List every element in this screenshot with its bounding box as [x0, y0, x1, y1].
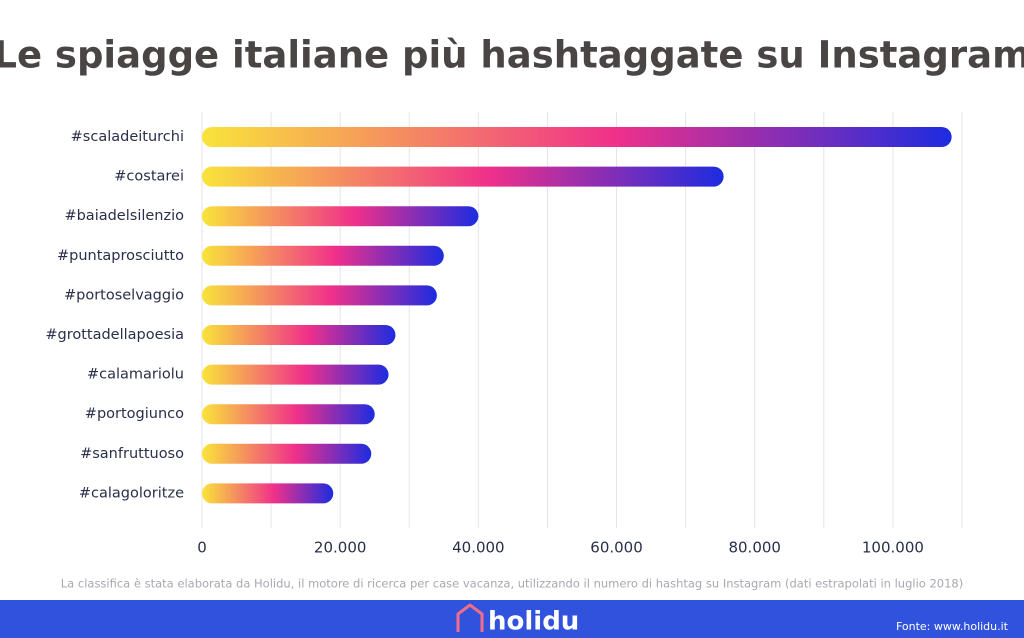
y-tick-label: #scaladeiturchi	[71, 129, 184, 145]
bar	[202, 206, 479, 227]
bar	[202, 127, 952, 147]
y-tick-label: #sanfruttuoso	[80, 446, 184, 462]
bar	[202, 325, 396, 345]
brand: holidu	[488, 607, 579, 637]
footnote: La classifica è stata elaborata da Holid…	[61, 577, 963, 591]
x-tick-label: 60.000	[590, 539, 643, 557]
x-tick-label: 100.000	[862, 539, 924, 557]
y-tick-label: #baiadelsilenzio	[64, 208, 184, 224]
bar	[202, 285, 437, 306]
logo-icon	[456, 603, 484, 632]
x-tick-label: 40.000	[452, 539, 505, 557]
y-tick-label: #portogiunco	[85, 406, 184, 422]
y-tick-label: #calagoloritze	[79, 485, 184, 501]
x-tick-label: 80.000	[728, 539, 781, 557]
bar	[202, 443, 372, 464]
bar	[202, 404, 375, 425]
plot: 0 20.000 40.000 60.000 80.000 100.000 #scalade…	[45, 112, 963, 557]
y-tick-label: #grottadellapoesia	[45, 327, 184, 343]
bar	[202, 245, 444, 266]
y-tick-label: #portoselvaggio	[64, 287, 184, 303]
x-tick-label: 0	[197, 539, 207, 557]
source: Fonte: www.holidu.it	[896, 620, 1009, 633]
chart-title: Le spiagge italiane più hashtaggate su I…	[0, 34, 1024, 77]
footer-band	[0, 600, 1024, 638]
bar	[202, 364, 389, 385]
bar	[202, 166, 724, 187]
y-tick-label: #puntaprosciutto	[57, 248, 184, 264]
bar	[202, 483, 334, 504]
y-tick-label: #costarei	[114, 169, 184, 185]
x-tick-label: 20.000	[314, 539, 367, 557]
y-tick-label: #calamariolu	[87, 367, 184, 383]
